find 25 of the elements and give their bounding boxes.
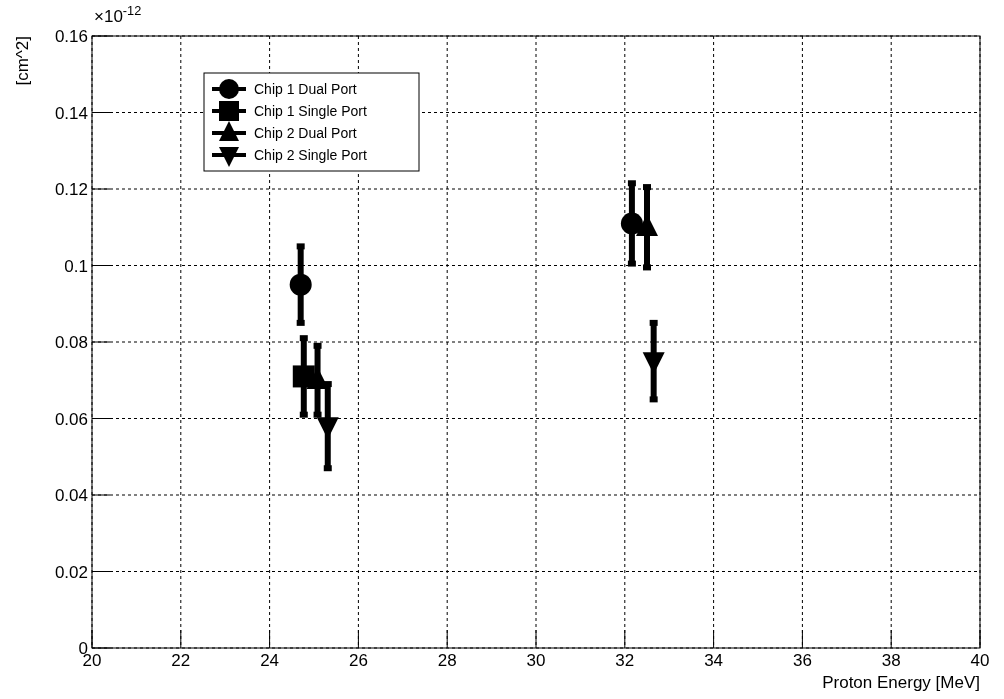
y-tick-label: 0.08 xyxy=(54,333,88,352)
y-tick-label: 0.04 xyxy=(54,486,88,505)
y-tick-label: 0.12 xyxy=(54,180,88,199)
x-tick-label: 32 xyxy=(615,651,635,670)
legend-label: Chip 2 Dual Port xyxy=(254,125,357,141)
legend-label: Chip 1 Dual Port xyxy=(254,81,357,97)
y-axis-title: [cm^2] xyxy=(13,36,32,86)
x-tick-label: 40 xyxy=(970,651,990,670)
x-tick-label: 38 xyxy=(881,651,901,670)
y-tick-label: 0.02 xyxy=(54,562,88,582)
x-tick-label: 22 xyxy=(171,651,191,670)
y-tick-label: 0.06 xyxy=(54,409,88,429)
x-tick-label: 28 xyxy=(437,651,457,670)
x-tick-label: 26 xyxy=(348,651,368,670)
x-tick-label: 34 xyxy=(704,651,724,670)
y-tick-label: 0.14 xyxy=(54,103,88,123)
x-axis-title: Proton Energy [MeV] xyxy=(822,673,980,692)
legend-label: Chip 2 Single Port xyxy=(254,147,367,163)
text: ×10$^{-12}$ xyxy=(94,2,142,26)
x-tick-label: 36 xyxy=(792,651,812,670)
y-tick-label: 0.16 xyxy=(54,27,88,46)
x-tick-label: 24 xyxy=(260,651,280,670)
y-tick-label: 0.1 xyxy=(64,256,88,276)
legend-label: Chip 1 Single Port xyxy=(254,103,367,119)
x-tick-label: 30 xyxy=(526,651,546,670)
